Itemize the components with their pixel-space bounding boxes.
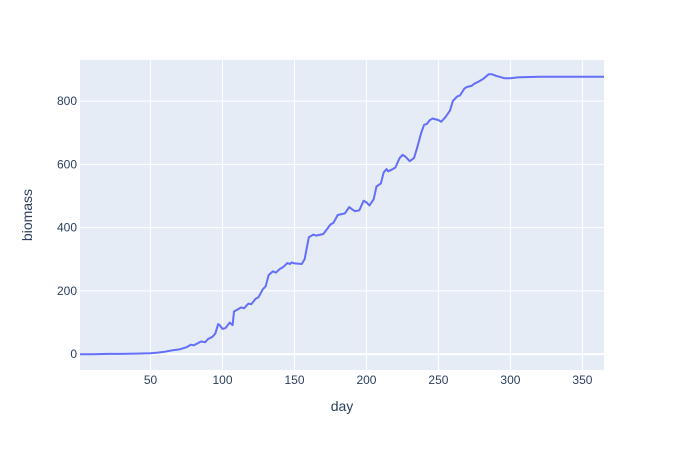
x-tick-labels: 50 100 150 200 250 300 350	[144, 373, 593, 387]
x-axis-title: day	[331, 398, 354, 414]
x-tick-label: 150	[284, 373, 304, 387]
y-axis-title: biomass	[19, 189, 35, 241]
x-tick-label: 350	[572, 373, 592, 387]
y-tick-label: 0	[70, 347, 77, 361]
y-tick-label: 600	[57, 157, 77, 171]
y-tick-label: 200	[57, 284, 77, 298]
x-tick-label: 300	[500, 373, 520, 387]
x-tick-label: 50	[144, 373, 158, 387]
x-tick-label: 200	[356, 373, 376, 387]
x-tick-label: 100	[213, 373, 233, 387]
x-gridlines	[150, 60, 583, 370]
y-tick-label: 400	[57, 221, 77, 235]
x-tick-label: 250	[428, 373, 448, 387]
y-gridlines	[80, 100, 604, 356]
biomass-series-line	[80, 73, 604, 356]
y-tick-label: 800	[57, 94, 77, 108]
y-tick-labels: 0 200 400 600 800	[57, 94, 77, 361]
